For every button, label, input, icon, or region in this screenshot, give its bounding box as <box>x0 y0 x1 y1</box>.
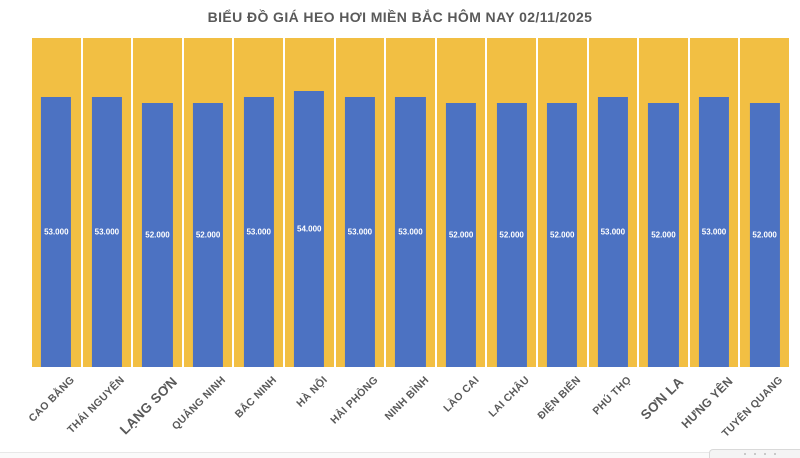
x-axis-label: HẢI PHÒNG <box>327 374 381 427</box>
bar-value-label: 52.000 <box>752 230 777 240</box>
price-bar: 53.000 <box>344 97 375 367</box>
price-bar: 53.000 <box>698 97 730 367</box>
scrollbar-dots-texture <box>744 453 780 455</box>
bar-value-label: 52.000 <box>448 230 474 240</box>
bar-column: 53.000 <box>335 38 385 367</box>
bar-value-label: 54.000 <box>297 224 322 234</box>
bar-column: 52.000 <box>740 38 789 367</box>
price-bar: 52.000 <box>749 103 780 367</box>
chart-title: BIỂU ĐỒ GIÁ HEO HƠI MIỀN BẮC HÔM NAY 02/… <box>207 9 593 25</box>
bar-value-label: 52.000 <box>651 230 676 240</box>
bottom-right-scrollbar[interactable] <box>709 449 800 458</box>
bar-column: 53.000 <box>689 38 739 367</box>
bar-column: 54.000 <box>284 38 334 367</box>
bar-column: 53.000 <box>588 38 638 367</box>
bar-column: 52.000 <box>436 38 486 367</box>
bar-value-label: 53.000 <box>347 227 373 237</box>
x-axis-label: CAO BẰNG <box>26 374 77 425</box>
x-axis-label: ĐIỆN BIÊN <box>534 374 583 422</box>
x-axis-label: NINH BÌNH <box>382 374 431 423</box>
price-bar: 52.000 <box>142 103 173 367</box>
price-bar: 52.000 <box>445 103 477 367</box>
price-bar: 52.000 <box>648 103 679 367</box>
bar-value-label: 53.000 <box>94 227 120 237</box>
bar-value-label: 53.000 <box>600 227 626 237</box>
x-axis-label: LAI CHÂU <box>486 374 533 420</box>
bar-value-label: 52.000 <box>145 230 170 240</box>
bar-value-label: 53.000 <box>246 227 271 237</box>
price-bar: 52.000 <box>547 103 578 367</box>
bar-column: 53.000 <box>234 38 283 367</box>
price-bar: 53.000 <box>597 97 628 367</box>
bar-value-label: 52.000 <box>499 230 524 240</box>
bar-column: 52.000 <box>487 38 536 367</box>
price-bar: 53.000 <box>243 97 274 367</box>
bar-column: 52.000 <box>537 38 587 367</box>
bar-value-label: 52.000 <box>550 230 575 240</box>
price-bar: 53.000 <box>41 97 72 367</box>
price-bar: 53.000 <box>395 97 426 367</box>
x-axis-label: LẠNG SƠN <box>116 374 181 438</box>
bar-column: 52.000 <box>133 38 182 367</box>
bar-column: 53.000 <box>386 38 435 367</box>
bar-column: 52.000 <box>183 38 233 367</box>
x-axis-label: BẮC NINH <box>232 374 280 421</box>
bottom-scrollbar-track <box>0 452 800 458</box>
bar-column: 52.000 <box>639 38 688 367</box>
plot-area: 53.000 53.000 52.000 52.000 53.000 54.000 53.0… <box>32 38 789 367</box>
price-bar: 54.000 <box>294 91 325 367</box>
x-axis-label: PHÚ THỌ <box>590 374 634 418</box>
x-axis-label: SƠN LA <box>637 374 687 423</box>
price-bar: 53.000 <box>91 97 122 367</box>
price-bar: 52.000 <box>193 103 224 367</box>
bar-value-label: 53.000 <box>701 227 727 237</box>
x-axis-label: LÀO CAI <box>441 374 482 415</box>
bar-value-label: 53.000 <box>44 227 69 237</box>
bar-value-label: 53.000 <box>398 227 423 237</box>
x-axis-label: HÀ NỘI <box>294 374 330 410</box>
bar-column: 53.000 <box>82 38 132 367</box>
price-bar: 52.000 <box>496 103 527 367</box>
bar-value-label: 52.000 <box>195 230 221 240</box>
bar-column: 53.000 <box>32 38 81 367</box>
